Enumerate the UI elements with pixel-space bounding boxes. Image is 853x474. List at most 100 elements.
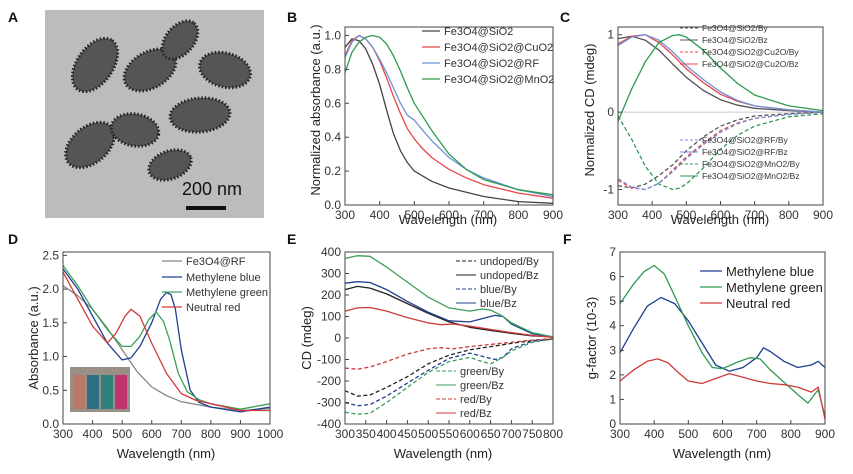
legend-b: Fe3O4@SiO2 Fe3O4@SiO2@CuO2 Fe3O4@SiO2@RF…	[422, 26, 554, 86]
x-tick-label-d-4: 700	[171, 427, 191, 441]
y-tick-label-c-0: -1	[603, 183, 614, 197]
legend-d-label-4: Neutral red	[186, 302, 240, 314]
panel-f-ylabel: g-factor (10-3)	[584, 297, 599, 379]
x-tick-label-f-6: 900	[815, 427, 835, 441]
series-line-c-6	[617, 34, 824, 113]
legend-b-label-2: Fe3O4@SiO2@CuO2	[444, 42, 553, 54]
y-tick-label-e-4: 0	[334, 331, 341, 345]
x-tick-label-b-4: 700	[474, 208, 494, 222]
panel-d-xlabel: Wavelength (nm)	[117, 446, 216, 461]
x-tick-label-d-1: 400	[83, 427, 103, 441]
x-tick-label-e-4: 500	[418, 427, 438, 441]
y-tick-label-e-2: -200	[317, 374, 341, 388]
x-tick-label-f-2: 500	[678, 427, 698, 441]
nanoparticle-cluster	[64, 19, 252, 182]
legend-b-label-1: Fe3O4@SiO2	[444, 26, 513, 38]
y-tick-label-f-2: 2	[609, 368, 616, 382]
y-tick-label-b-4: 0.8	[324, 62, 341, 76]
y-tick-label-f-5: 5	[609, 294, 616, 308]
y-tick-label-f-0: 0	[609, 417, 616, 431]
y-tick-label-d-4: 2.0	[42, 282, 59, 296]
x-tick-label-c-6: 900	[813, 208, 833, 222]
x-tick-label-d-7: 1000	[257, 427, 284, 441]
panel-e-ylabel: CD (mdeg)	[299, 306, 314, 370]
series-line-e-2	[344, 285, 554, 338]
x-tick-label-b-3: 600	[439, 208, 459, 222]
vial-blue	[87, 375, 99, 409]
x-tick-label-c-2: 500	[676, 208, 696, 222]
x-tick-label-b-1: 400	[370, 208, 390, 222]
legend-f-label-2: Methylene green	[726, 280, 823, 295]
panel-e-xlabel: Wavelength (nm)	[394, 446, 493, 461]
x-tick-label-b-5: 800	[508, 208, 528, 222]
x-tick-label-b-6: 900	[543, 208, 563, 222]
series-line-e-4	[344, 281, 554, 338]
legend-f-label-3: Neutral red	[726, 296, 790, 311]
x-tick-label-e-9: 750	[522, 427, 542, 441]
legend-b-label-4: Fe3O4@SiO2@MnO2	[444, 74, 554, 86]
x-tick-label-e-8: 700	[501, 427, 521, 441]
legend-b-label-3: Fe3O4@SiO2@RF	[444, 58, 539, 70]
x-tick-label-f-4: 700	[747, 427, 767, 441]
x-tick-label-e-7: 650	[481, 427, 501, 441]
series-line-b-1	[344, 38, 554, 204]
panel-letter-b: B	[287, 9, 297, 25]
y-tick-label-d-1: 0.5	[42, 383, 59, 397]
x-tick-label-d-6: 900	[230, 427, 250, 441]
legend-e-label-5: green/By	[460, 366, 505, 378]
series-line-f-2	[619, 264, 826, 417]
x-tick-label-e-10: 800	[543, 427, 563, 441]
x-tick-label-e-3: 450	[397, 427, 417, 441]
y-tick-label-d-0: 0.0	[42, 417, 59, 431]
legend-c-top: Fe3O4@SiO2/By Fe3O4@SiO2/Bz Fe3O4@SiO2@C…	[680, 23, 799, 69]
x-tick-label-f-0: 300	[610, 427, 630, 441]
cd-chart-c: 300 400 500 600 700 800 900 -1 0 1	[603, 26, 833, 222]
y-tick-label-f-1: 1	[609, 392, 616, 406]
y-tick-label-d-3: 1.5	[42, 316, 59, 330]
panel-letter-c: C	[560, 9, 570, 25]
y-tick-label-b-0: 0.0	[324, 198, 341, 212]
plot-frame-d	[62, 251, 271, 425]
y-tick-label-f-4: 4	[609, 319, 616, 333]
legend-e-label-3: blue/By	[480, 284, 517, 296]
cd-chart-e: 300 350 400 450 500 550 600 650 700 750 800-400-30…	[317, 245, 563, 441]
panel-letter-f: F	[563, 231, 572, 247]
x-tick-label-e-2: 400	[377, 427, 397, 441]
legend-d: Fe3O4@RF Methylene blue Methylene green …	[162, 256, 268, 314]
series-line-e-7	[344, 337, 554, 370]
y-tick-label-d-2: 1.0	[42, 350, 59, 364]
x-tick-label-d-2: 500	[112, 427, 132, 441]
legend-f: Methylene blue Methylene green Neutral r…	[700, 264, 823, 311]
x-tick-label-d-3: 600	[142, 427, 162, 441]
legend-e-label-1: undoped/By	[480, 256, 539, 268]
panel-f-xlabel: Wavelength (nm)	[673, 446, 772, 461]
legend-e-label-4: blue/Bz	[480, 298, 517, 310]
scale-bar-label: 200 nm	[182, 179, 242, 199]
vial-green	[101, 375, 113, 409]
x-tick-label-f-3: 600	[712, 427, 732, 441]
y-tick-label-e-7: 300	[321, 267, 341, 281]
panel-letter-d: D	[8, 231, 18, 247]
legend-e-label-8: red/Bz	[460, 408, 492, 420]
cuvette-inset	[70, 367, 130, 412]
series-line-f-1	[619, 296, 826, 372]
g-factor-chart-f: 300 400 500 600 700 800 900 0 1 2 3 4 5 6 7	[609, 245, 835, 441]
y-tick-label-e-0: -400	[317, 417, 341, 431]
legend-e-label-7: red/By	[460, 394, 492, 406]
x-tick-label-b-0: 300	[335, 208, 355, 222]
panel-letter-a: A	[8, 9, 18, 25]
legend-c-label-4: Fe3O4@SiO2@Cu2O/Bz	[702, 59, 799, 69]
series-line-e-3	[344, 338, 554, 407]
legend-c-label-1: Fe3O4@SiO2/By	[702, 23, 769, 33]
legend-c-label-5: Fe3O4@SiO2@RF/By	[702, 135, 789, 145]
x-tick-label-c-5: 800	[779, 208, 799, 222]
series-line-d-2	[62, 268, 271, 413]
series-line-e-5	[344, 338, 554, 415]
x-tick-label-f-1: 400	[644, 427, 664, 441]
series-line-e-8	[344, 306, 554, 339]
panel-letter-e: E	[287, 231, 296, 247]
panel-c-ylabel: Normalized CD (mdeg)	[582, 44, 597, 177]
series-line-d-3	[62, 265, 271, 410]
y-tick-label-b-2: 0.4	[324, 130, 341, 144]
